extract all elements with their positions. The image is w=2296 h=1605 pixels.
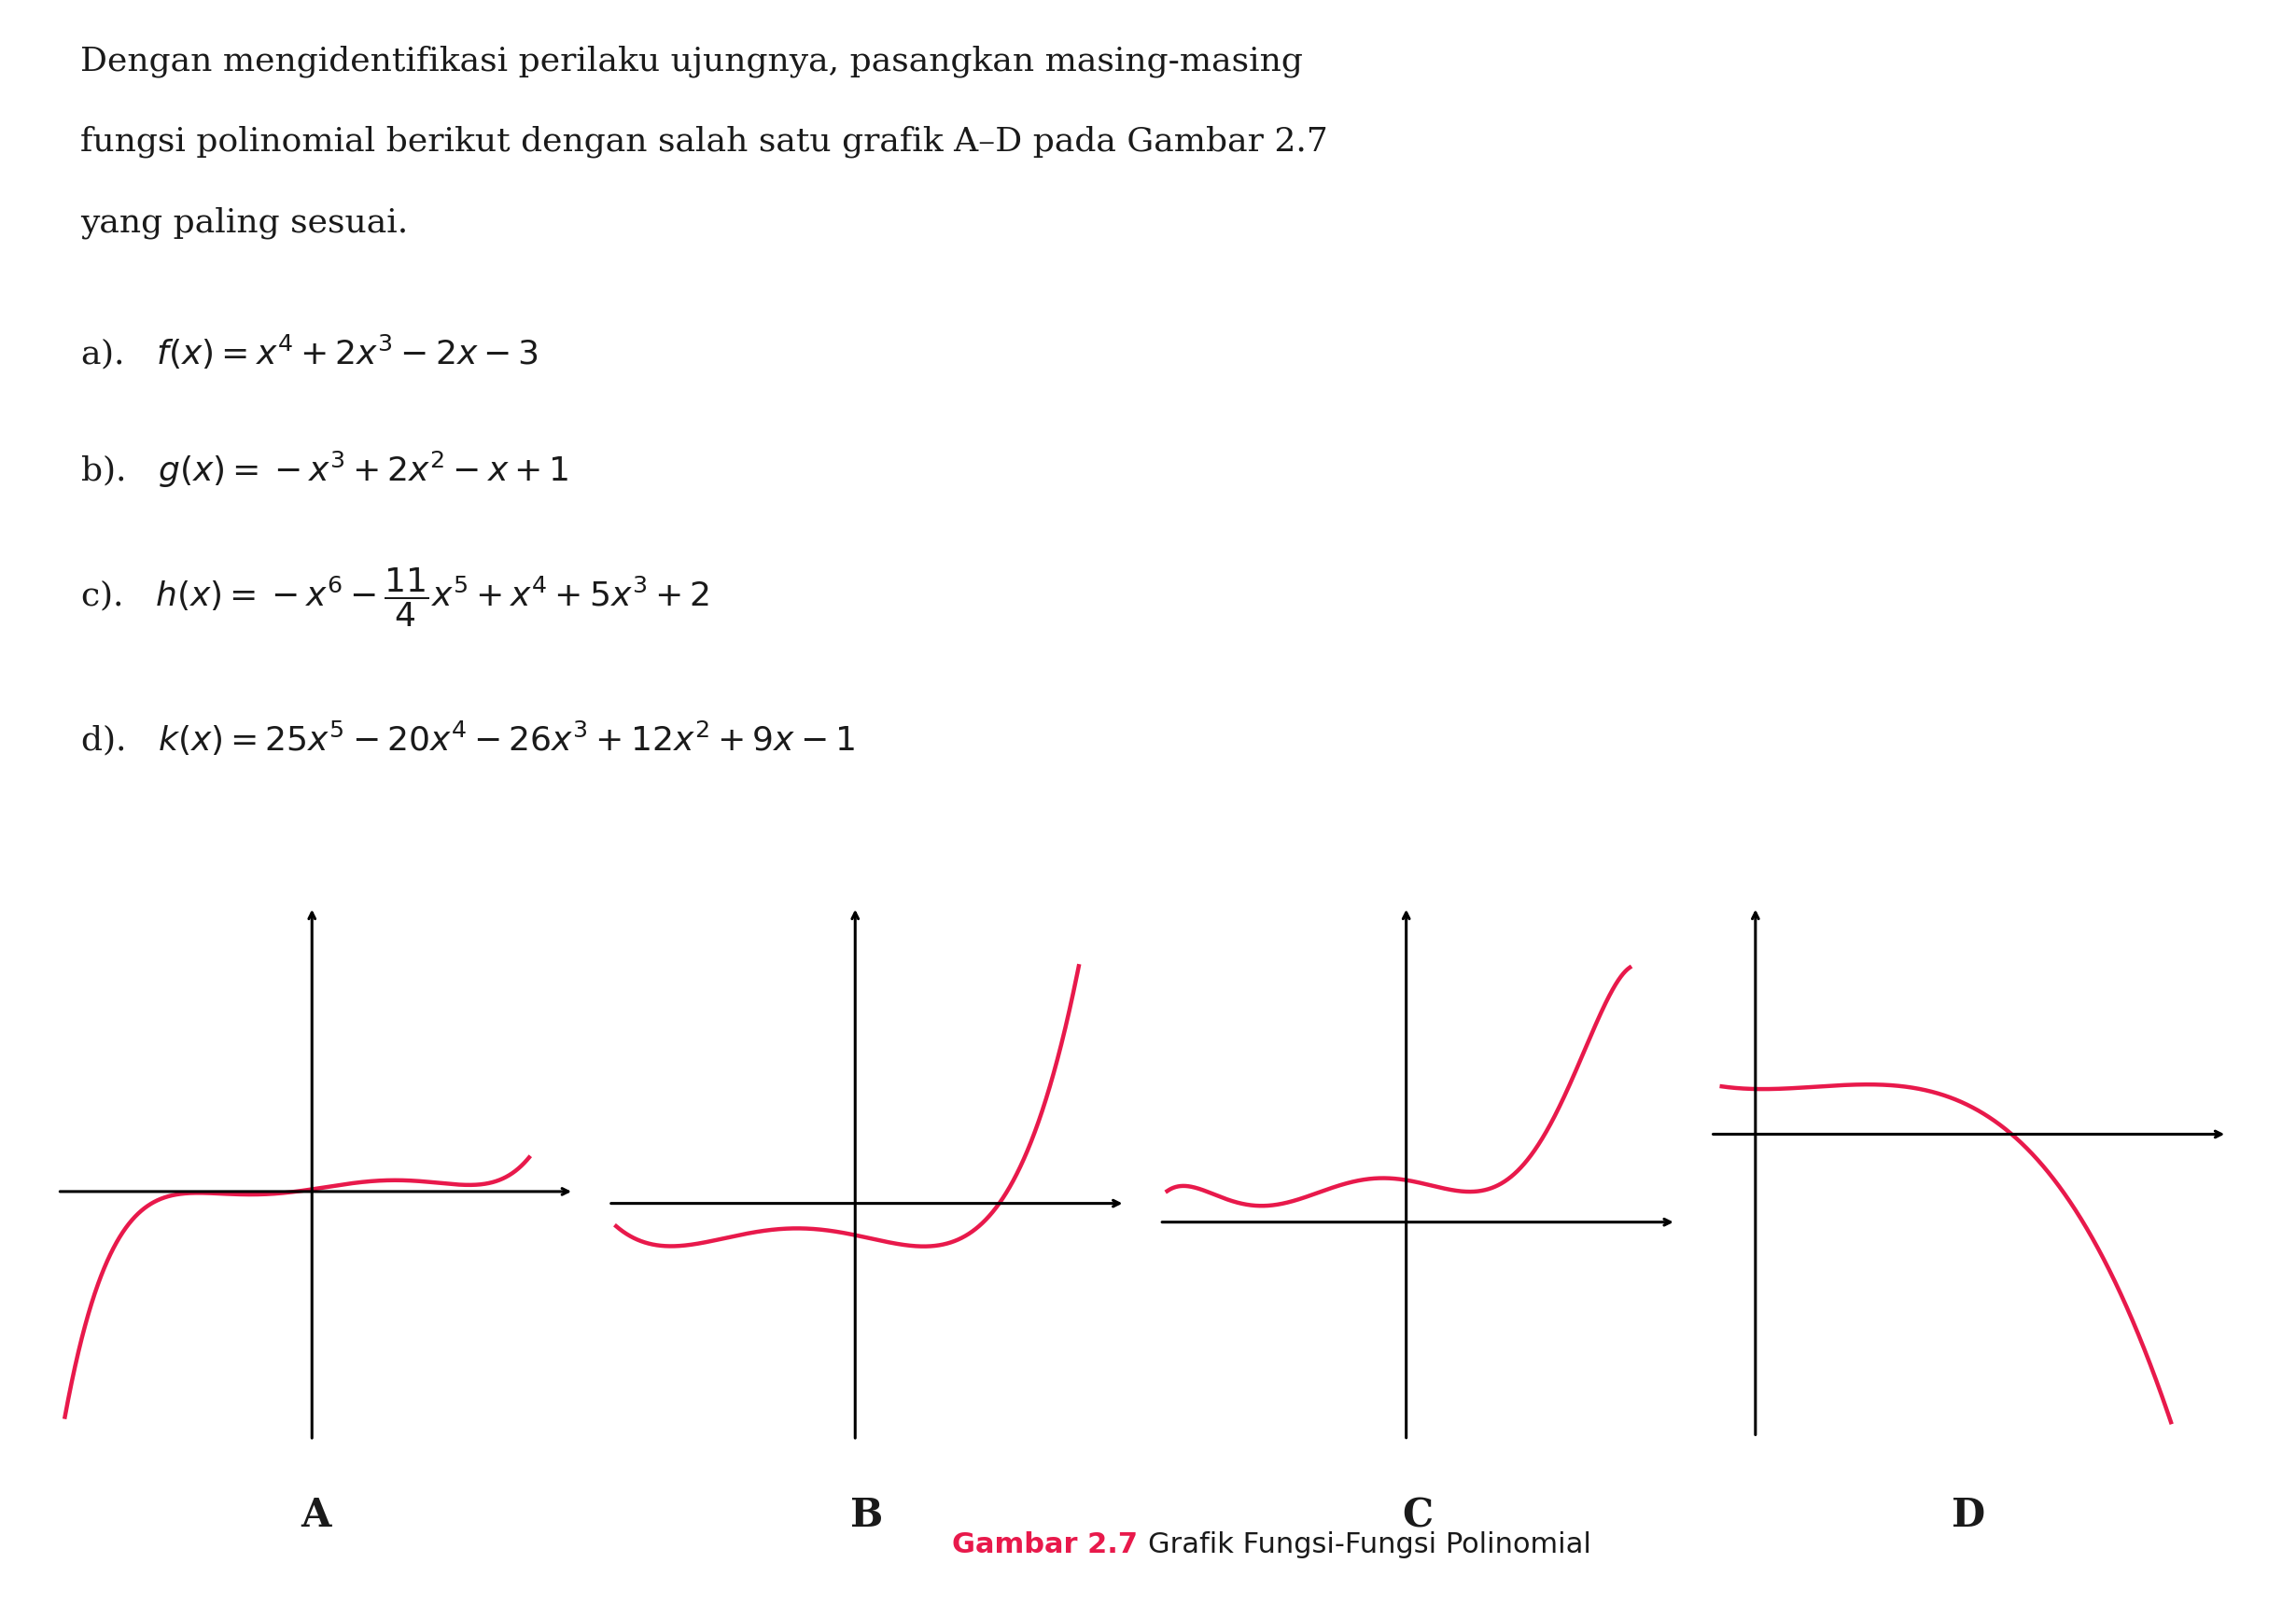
Text: b).   $g(x)=-x^{3}+2x^{2}-x+1$: b). $g(x)=-x^{3}+2x^{2}-x+1$ <box>80 449 569 490</box>
Text: A: A <box>301 1496 331 1536</box>
Text: Dengan mengidentifikasi perilaku ujungnya, pasangkan masing-masing: Dengan mengidentifikasi perilaku ujungny… <box>80 45 1302 77</box>
Text: C: C <box>1403 1496 1433 1536</box>
Text: fungsi polinomial berikut dengan salah satu grafik A–D pada Gambar 2.7: fungsi polinomial berikut dengan salah s… <box>80 125 1327 157</box>
Text: d).   $k(x)=25x^{5}-20x^{4}-26x^{3}+12x^{2}+9x-1$: d). $k(x)=25x^{5}-20x^{4}-26x^{3}+12x^{2… <box>80 719 854 758</box>
Text: Gambar 2.7: Gambar 2.7 <box>953 1531 1148 1558</box>
Text: B: B <box>850 1496 884 1536</box>
Text: yang paling sesuai.: yang paling sesuai. <box>80 207 409 239</box>
Text: Grafik Fungsi-Fungsi Polinomial: Grafik Fungsi-Fungsi Polinomial <box>1148 1531 1591 1558</box>
Text: a).   $f(x)=x^{4}+2x^{3}-2x-3$: a). $f(x)=x^{4}+2x^{3}-2x-3$ <box>80 332 540 371</box>
Text: c).   $h(x)=-x^{6}-\dfrac{11}{4}x^{5}+x^{4}+5x^{3}+2$: c). $h(x)=-x^{6}-\dfrac{11}{4}x^{5}+x^{4… <box>80 567 709 629</box>
Text: D: D <box>1952 1496 1986 1536</box>
